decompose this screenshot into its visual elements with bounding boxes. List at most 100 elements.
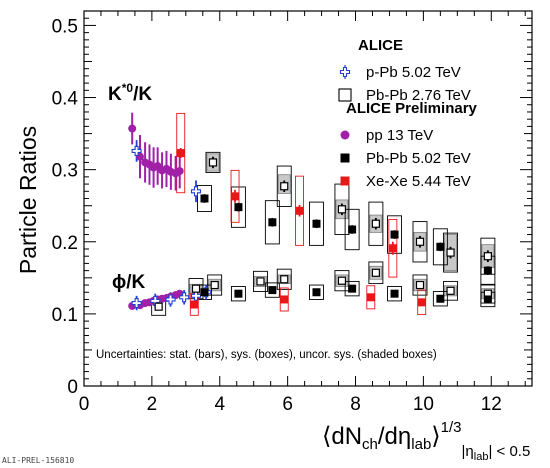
data-point: [390, 289, 399, 298]
data-point: [390, 230, 399, 239]
sys-box: [205, 151, 221, 173]
axis-ticks: 0 2 4 6 8 10 12 0 0.1 0.2 0.3 0.4 0.5: [52, 11, 532, 415]
data-point: [417, 298, 426, 307]
y-tick-label: 0.1: [52, 305, 78, 326]
data-point: [268, 218, 277, 227]
data-point: [483, 266, 492, 275]
data-point: [415, 280, 425, 290]
data-point: [337, 276, 347, 285]
data-point: [234, 289, 243, 298]
x-axis-label: ⟨dNch/dηlab⟩1/3|ηlab| < 0.5: [322, 419, 530, 463]
x-tick-label: 2: [147, 394, 158, 415]
data-point: [179, 292, 190, 303]
y-tick-label: 0: [67, 377, 78, 398]
data-point: [415, 237, 425, 246]
sys-box: [276, 268, 292, 290]
x-tick-label: 6: [282, 394, 293, 415]
data-point: [208, 158, 218, 167]
legend-entry-label: Pb-Pb 5.02 TeV: [366, 150, 471, 167]
data-point: [280, 275, 289, 284]
sys-box: [344, 280, 360, 297]
data-point: [483, 295, 492, 304]
sys-box: [368, 261, 384, 285]
sys-box: [264, 200, 280, 245]
figure-id: ALI-PREL-156810: [2, 456, 74, 465]
data-point: [312, 288, 321, 297]
data-point: [295, 206, 304, 215]
data-point: [371, 268, 380, 277]
data-point: [234, 203, 243, 212]
data-point: [348, 284, 357, 293]
data-point: [210, 280, 219, 290]
sys-box: [432, 291, 448, 307]
data-point: [280, 182, 289, 191]
data-point: [231, 192, 240, 201]
data-point: [128, 124, 137, 133]
data-point: [366, 293, 375, 302]
phi-over-k-label: ϕ/K: [112, 272, 146, 293]
data-point: [337, 205, 347, 214]
sys-box: [334, 270, 350, 292]
sys-box: [368, 201, 384, 246]
data-point: [436, 294, 445, 303]
legend-entry-label: p-Pb 5.02 TeV: [366, 64, 461, 81]
sys-boxes: [151, 112, 496, 316]
legend-marker-circle: [340, 130, 350, 140]
legend-marker-square: [340, 153, 350, 163]
x-tick-label: 4: [214, 394, 225, 415]
legend-marker-square: [340, 176, 350, 186]
sys-box: [412, 274, 428, 296]
stat-bars: [131, 112, 489, 311]
legend-header-alice: ALICE: [358, 37, 403, 54]
sys-box: [264, 282, 280, 298]
data-point: [348, 225, 357, 234]
data-point: [165, 294, 176, 305]
data-point: [371, 219, 380, 228]
data-point: [268, 286, 277, 295]
data-point: [154, 302, 163, 311]
x-tick-label: 12: [481, 394, 502, 415]
data-point: [175, 167, 184, 176]
legend-marker-open-cross: [339, 66, 351, 78]
kstar-over-k-label: K*0/K: [108, 81, 152, 105]
data-point: [256, 277, 265, 286]
data-point: [190, 186, 202, 197]
data-point: [483, 252, 492, 261]
sys-box: [412, 221, 428, 263]
data-point: [200, 194, 209, 203]
sys-box: [387, 286, 402, 302]
sys-box: [276, 165, 292, 207]
legend-entry-label: Pb-Pb 2.76 TeV: [366, 87, 471, 104]
sys-box: [197, 185, 212, 212]
sys-box: [253, 270, 268, 292]
sys-box: [443, 232, 458, 273]
data-point: [280, 295, 289, 304]
data-point: [436, 242, 445, 251]
sys-box: [344, 208, 360, 251]
y-tick-label: 0.4: [52, 89, 79, 110]
uncertainties-note: Uncertainties: stat. (bars), sys. (boxes…: [96, 349, 437, 361]
y-tick-label: 0.5: [52, 16, 78, 37]
sys-box: [387, 215, 402, 254]
data-point: [191, 284, 201, 293]
data-point: [131, 145, 142, 156]
y-tick-label: 0.3: [52, 161, 78, 182]
data-markers: [128, 124, 492, 311]
legend-header-alice-preliminary: ALICE Preliminary: [346, 100, 478, 117]
data-point: [312, 219, 321, 228]
sys-box: [432, 228, 448, 266]
data-point: [200, 288, 209, 297]
data-point: [388, 244, 397, 253]
x-tick-label: 0: [79, 394, 90, 415]
data-point: [446, 286, 455, 295]
legend-entry-label: pp 13 TeV: [366, 127, 433, 144]
sys-box: [230, 286, 246, 302]
data-point: [190, 300, 199, 309]
data-point: [131, 298, 142, 309]
x-tick-label: 10: [413, 394, 434, 415]
legend-marker-open-square: [338, 88, 352, 102]
sys-box: [309, 201, 324, 246]
y-tick-label: 0.2: [52, 233, 78, 254]
x-tick-label: 8: [350, 394, 361, 415]
